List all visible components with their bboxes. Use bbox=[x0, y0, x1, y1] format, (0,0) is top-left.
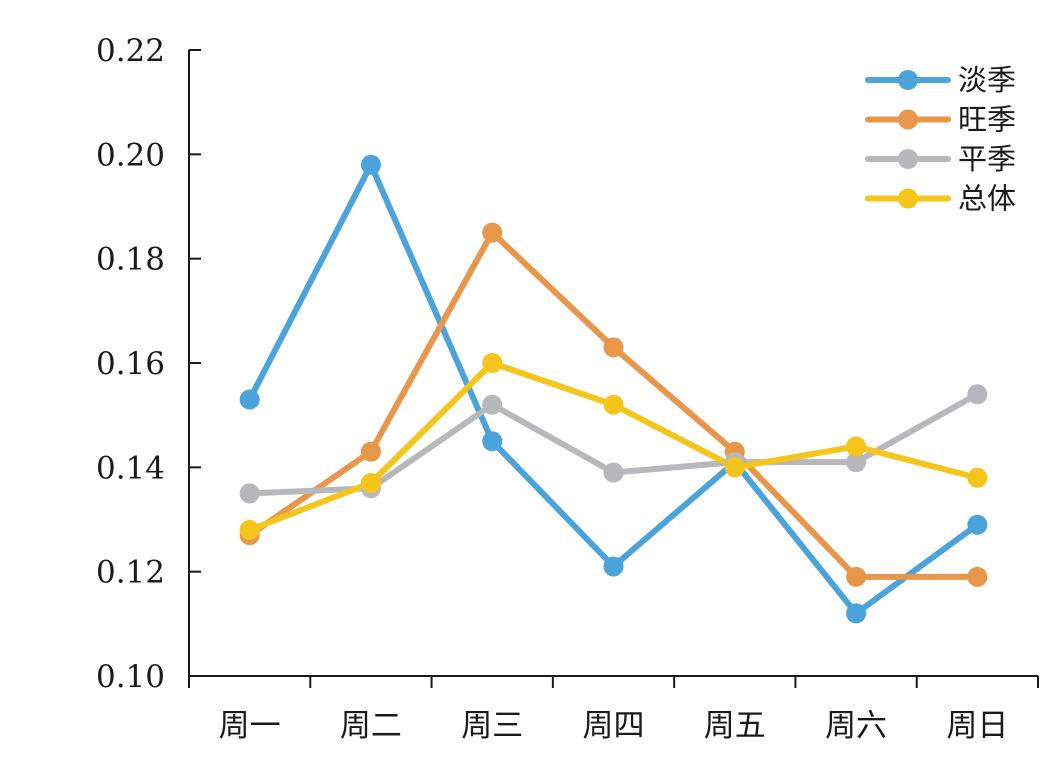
data-point bbox=[967, 514, 988, 535]
x-ticks: 周一 周二 周三 周四 周五 周六 周日 bbox=[188, 676, 1039, 744]
legend-label: 淡季 bbox=[958, 63, 1016, 97]
axes bbox=[188, 50, 1038, 677]
x-category-label: 周五 bbox=[704, 708, 766, 744]
data-point bbox=[360, 472, 381, 493]
legend-marker bbox=[898, 149, 918, 169]
x-category-label: 周二 bbox=[340, 708, 402, 744]
data-point bbox=[846, 436, 867, 457]
y-tick-label: 0.22 bbox=[96, 33, 165, 69]
series-line-3 bbox=[246, 360, 981, 533]
legend-item: 淡季 bbox=[865, 63, 1016, 97]
x-category-label: 周日 bbox=[946, 708, 1008, 744]
legend-item: 平季 bbox=[865, 142, 1016, 176]
data-point bbox=[603, 462, 624, 483]
x-category-label: 周四 bbox=[583, 708, 645, 744]
x-category-label: 周三 bbox=[461, 708, 523, 744]
data-point bbox=[239, 483, 260, 504]
y-tick-label: 0.10 bbox=[96, 659, 165, 695]
y-ticks: 0.10 0.12 0.14 0.16 0.18 0.20 0.22 bbox=[96, 33, 201, 695]
data-point bbox=[482, 394, 503, 415]
legend-label: 旺季 bbox=[958, 103, 1016, 137]
data-point bbox=[724, 457, 745, 478]
data-point bbox=[603, 556, 624, 577]
data-point bbox=[482, 222, 503, 243]
x-category-label: 周一 bbox=[219, 708, 281, 744]
y-tick-label: 0.18 bbox=[96, 242, 165, 278]
series-lines bbox=[246, 161, 981, 617]
y-tick-label: 0.12 bbox=[96, 555, 165, 591]
legend-label: 平季 bbox=[958, 142, 1016, 176]
legend-label: 总体 bbox=[958, 182, 1016, 216]
data-point bbox=[967, 384, 988, 405]
legend-item: 旺季 bbox=[865, 103, 1016, 137]
legend-marker bbox=[898, 188, 918, 209]
y-tick-label: 0.14 bbox=[96, 450, 165, 486]
series-line-0 bbox=[246, 161, 981, 617]
legend-item: 总体 bbox=[865, 182, 1016, 216]
y-tick-label: 0.20 bbox=[96, 137, 165, 173]
x-category-label: 周六 bbox=[825, 708, 887, 744]
data-point bbox=[846, 452, 867, 473]
series-points bbox=[239, 154, 988, 624]
data-point bbox=[360, 441, 381, 462]
data-point bbox=[603, 337, 624, 358]
data-point bbox=[482, 431, 503, 452]
data-point bbox=[967, 566, 988, 587]
data-point bbox=[603, 394, 624, 415]
data-point bbox=[846, 603, 867, 624]
y-tick-label: 0.16 bbox=[96, 346, 165, 382]
legend-marker bbox=[898, 70, 918, 90]
data-point bbox=[967, 467, 988, 488]
data-point bbox=[360, 154, 381, 175]
legend-marker bbox=[898, 109, 918, 130]
data-point bbox=[482, 353, 503, 373]
data-point bbox=[846, 566, 867, 587]
data-point bbox=[239, 389, 260, 410]
data-point bbox=[239, 519, 260, 540]
